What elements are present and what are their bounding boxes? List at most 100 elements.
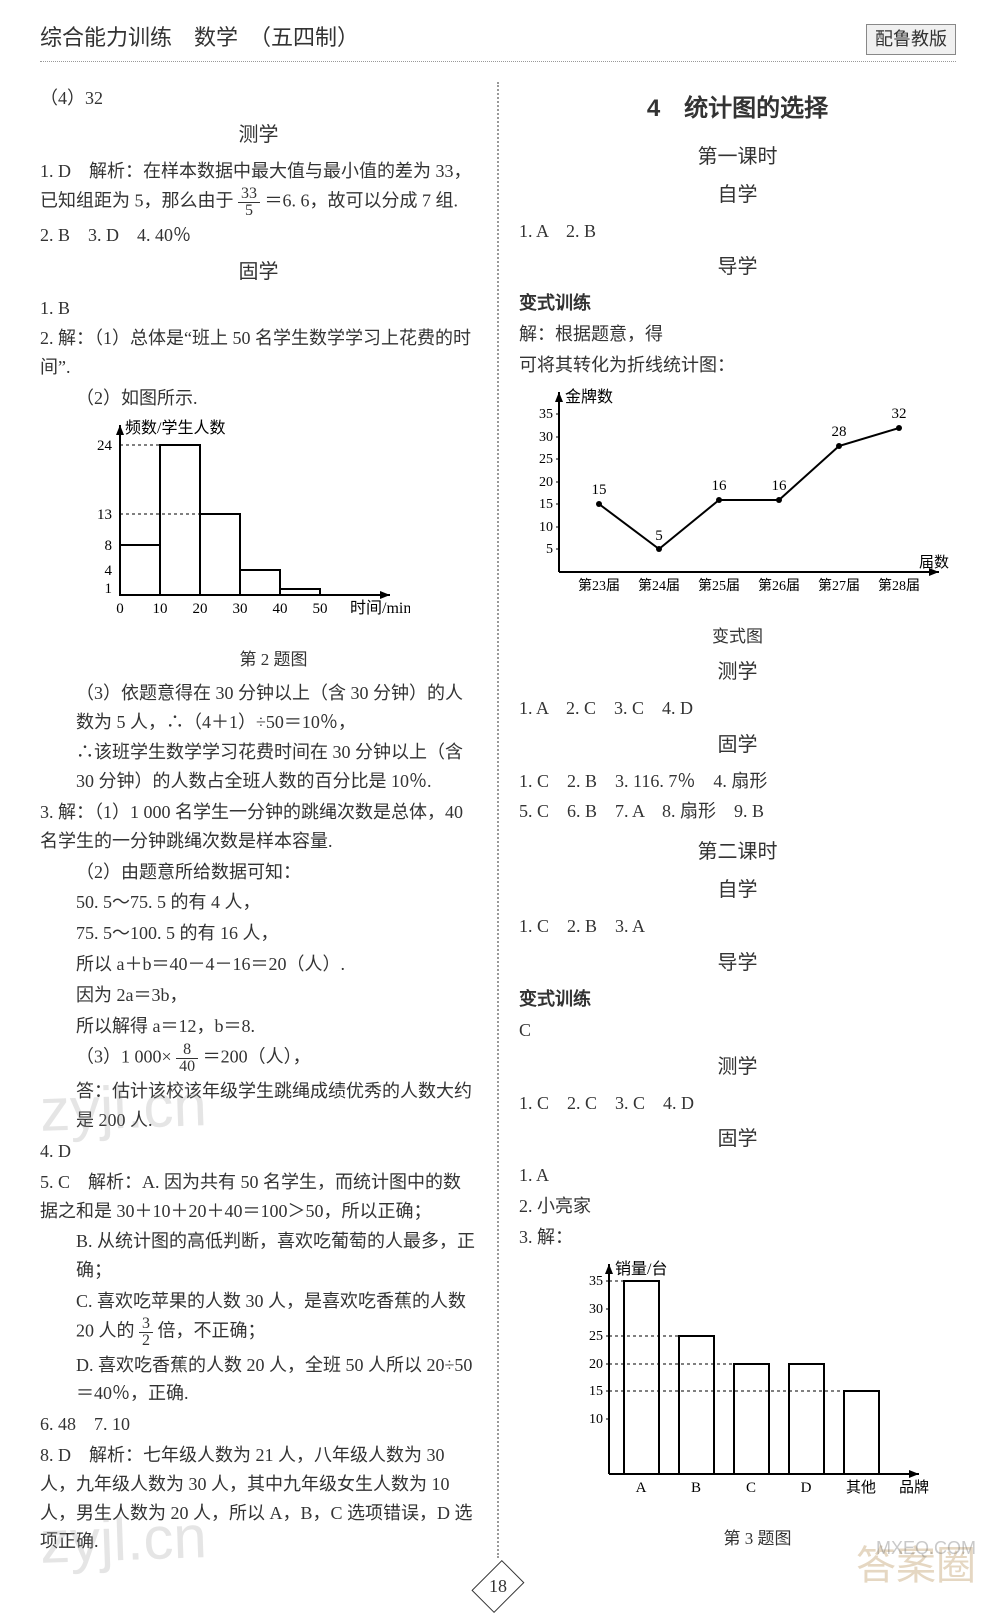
xtick: 40 xyxy=(273,601,288,617)
ytick: 30 xyxy=(589,1302,603,1317)
ytick: 25 xyxy=(539,452,553,467)
r-gx2-1: 1. A xyxy=(519,1161,956,1190)
g3i: 答：估计该校该年级学生跳绳成绩优秀的人数大约是 200 人. xyxy=(40,1077,477,1135)
g2c2: ∴该班学生数学学习花费时间在 30 分钟以上（含 30 分钟）的人数占全班人数的… xyxy=(40,738,477,796)
r-gx: 固学 xyxy=(519,729,956,761)
line-xlabel: 届数 xyxy=(919,554,949,571)
xtick: 0 xyxy=(116,601,124,617)
g5c-post: 倍，不正确； xyxy=(158,1320,266,1340)
g3d: 75. 5～100. 5 的有 16 人， xyxy=(40,919,477,948)
r-bsxl: 变式训练 xyxy=(519,289,956,318)
xtick: 其他 xyxy=(846,1479,876,1496)
ytick: 30 xyxy=(539,430,553,445)
g6: 6. 48 7. 10 xyxy=(40,1410,477,1439)
g5b: B. 从统计图的高低判断，喜欢吃葡萄的人最多，正确； xyxy=(40,1227,477,1285)
column-divider xyxy=(497,82,499,1558)
g5c: C. 喜欢吃苹果的人数 30 人，是喜欢吃香蕉的人数 20 人的 3 2 倍，不… xyxy=(40,1287,477,1349)
r-bs-a: 解：根据题意，得 xyxy=(519,320,956,349)
xtick: 第26届 xyxy=(758,577,800,594)
r-gx2t: 固学 xyxy=(519,1123,956,1155)
r-bs2: C xyxy=(519,1016,956,1045)
g3b: （2）由题意所给数据可知： xyxy=(40,858,477,887)
hist-xlabel: 时间/min xyxy=(350,599,410,617)
svg-text:15: 15 xyxy=(592,482,607,498)
xtick: 第25届 xyxy=(698,577,740,594)
svg-text:28: 28 xyxy=(832,424,847,440)
g5c-pre: C. 喜欢吃苹果的人数 30 人，是喜欢吃香蕉的人数 20 人的 xyxy=(76,1291,466,1340)
g4: 4. D xyxy=(40,1137,477,1166)
histogram-chart: 频数/学生人数 xyxy=(40,415,477,673)
ytick: 20 xyxy=(539,475,553,490)
g3h-frac: 8 40 xyxy=(176,1042,198,1075)
g5a: 5. C 解析：A. 因为共有 50 名学生，而统计图中的数据之和是 30＋10… xyxy=(40,1168,477,1226)
ytick: 35 xyxy=(539,407,553,422)
g2b: （2）如图所示. xyxy=(40,384,477,413)
right-column: 4 统计图的选择 第一课时 自学 1. A 2. B 导学 变式训练 解：根据题… xyxy=(519,82,956,1558)
ytick: 25 xyxy=(589,1329,603,1344)
r-gx2-2: 2. 小亮家 xyxy=(519,1192,956,1221)
r-gx1: 1. C 2. B 3. 116. 7％ 4. 扇形 xyxy=(519,767,956,796)
page: 综合能力训练 数学 （五四制） 配鲁教版 （4）32 测学 1. D 解析：在样… xyxy=(0,0,996,1618)
xtick: 第23届 xyxy=(578,577,620,594)
g3a: 3. 解：（1）1 000 名学生一分钟的跳绳次数是总体，40 名学生的一分钟跳… xyxy=(40,798,477,856)
ytick: 24 xyxy=(97,438,113,454)
ytick: 1 xyxy=(105,581,113,597)
xtick: D xyxy=(801,1480,812,1496)
svg-text:5: 5 xyxy=(655,528,663,544)
q1-frac: 33 5 xyxy=(238,186,260,219)
hist-caption: 第 2 题图 xyxy=(70,646,477,673)
g8: 8. D 解析：七年级人数为 21 人，八年级人数为 30 人，九年级人数为 3… xyxy=(40,1441,477,1556)
g5c-n: 3 xyxy=(139,1316,153,1333)
ytick: 15 xyxy=(539,497,553,512)
ytick: 10 xyxy=(589,1412,603,1427)
g3f: 因为 2a＝3b， xyxy=(40,981,477,1010)
g5d: D. 喜欢吃香蕉的人数 20 人，全班 50 人所以 20÷50＝40％，正确. xyxy=(40,1351,477,1409)
left-top: （4）32 xyxy=(40,84,477,113)
bar-svg: 销量/台 10 15 20 25 30 35 xyxy=(559,1254,939,1514)
xtick: 第28届 xyxy=(878,577,920,594)
g3h-pre: （3）1 000× xyxy=(76,1047,172,1067)
watermark-4: MXEQ.COM xyxy=(876,1534,976,1563)
page-header: 综合能力训练 数学 （五四制） 配鲁教版 xyxy=(40,20,956,62)
line-chart: 金牌数 5 10 15 20 25 30 xyxy=(519,382,956,650)
g5c-d: 2 xyxy=(139,1333,153,1349)
header-title: 综合能力训练 数学 （五四制） xyxy=(40,20,359,55)
g3e: 所以 a＋b＝40－4－16＝20（人）. xyxy=(40,950,477,979)
r-zx: 自学 xyxy=(519,179,956,211)
left-column: （4）32 测学 1. D 解析：在样本数据中最大值与最小值的差为 33，已知组… xyxy=(40,82,477,1558)
g2a: 2. 解：（1）总体是“班上 50 名学生数学学习上花费的时间”. xyxy=(40,324,477,382)
histogram-svg: 频数/学生人数 xyxy=(70,415,410,635)
sec-cexue: 测学 xyxy=(40,119,477,151)
xtick: 30 xyxy=(233,601,248,617)
page-number: 18 xyxy=(482,1565,514,1608)
sec-guxue: 固学 xyxy=(40,256,477,288)
ytick: 15 xyxy=(589,1384,603,1399)
r-zx-ans: 1. A 2. B xyxy=(519,217,956,246)
line-ylabel: 金牌数 xyxy=(565,388,613,406)
svg-text:32: 32 xyxy=(892,406,907,422)
g3h-post: ＝200（人）， xyxy=(203,1047,311,1067)
g3c: 50. 5～75. 5 的有 4 人， xyxy=(40,888,477,917)
r-zx2: 自学 xyxy=(519,874,956,906)
ytick: 4 xyxy=(105,563,113,579)
q1: 1. D 解析：在样本数据中最大值与最小值的差为 33，已知组距为 5，那么由于… xyxy=(40,157,477,219)
r-cx: 测学 xyxy=(519,656,956,688)
ytick: 8 xyxy=(105,538,113,554)
ytick: 35 xyxy=(589,1274,603,1289)
q1-frac-n: 33 xyxy=(238,186,260,203)
r-cx-ans: 1. A 2. C 3. C 4. D xyxy=(519,694,956,723)
r-title: 4 统计图的选择 xyxy=(519,90,956,128)
r-cx2-ans: 1. C 2. C 3. C 4. D xyxy=(519,1089,956,1118)
g3h-n: 8 xyxy=(176,1042,198,1059)
bar-chart: 销量/台 10 15 20 25 30 35 xyxy=(519,1254,956,1552)
xtick: 第24届 xyxy=(638,577,680,594)
g1: 1. B xyxy=(40,294,477,323)
header-edition: 配鲁教版 xyxy=(866,24,956,55)
ytick: 10 xyxy=(539,520,553,535)
r-zx2-ans: 1. C 2. B 3. A xyxy=(519,912,956,941)
page-number-value: 18 xyxy=(489,1572,507,1601)
r-gx2: 5. C 6. B 7. A 8. 扇形 9. B xyxy=(519,797,956,826)
q1-tail: ＝6. 6，故可以分成 7 组. xyxy=(265,190,459,210)
xtick: 第27届 xyxy=(818,577,860,594)
line-svg: 金牌数 5 10 15 20 25 30 xyxy=(519,382,949,612)
